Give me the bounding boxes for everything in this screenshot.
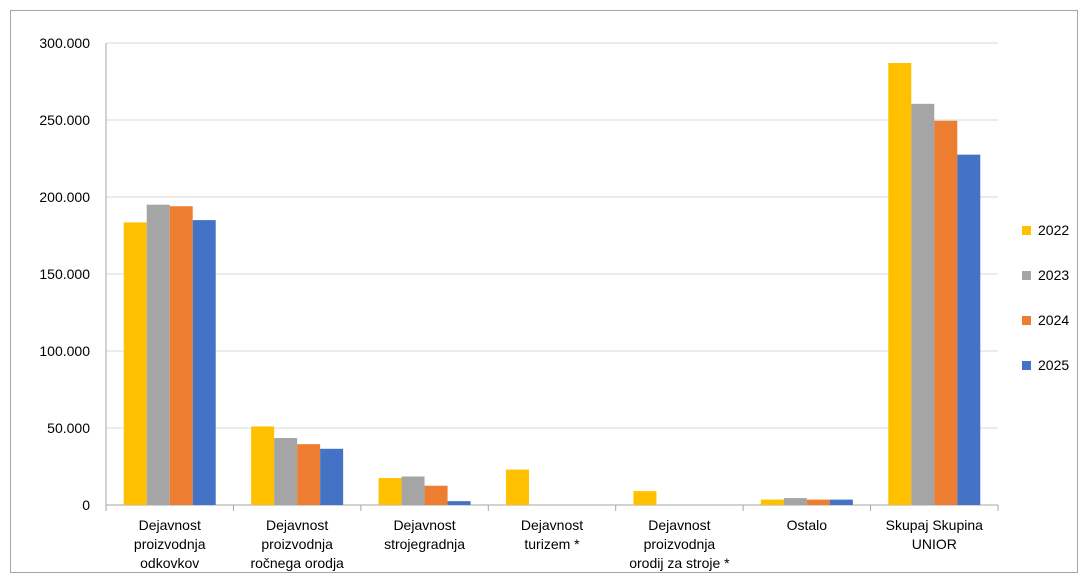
bar-2023	[911, 103, 935, 505]
legend-swatch-2022	[1022, 226, 1031, 235]
x-category-label: turizem *	[524, 536, 580, 552]
bar-2022	[251, 426, 275, 505]
x-category-label: Ostalo	[787, 517, 828, 533]
x-category-label: proizvodnja	[134, 536, 206, 552]
y-tick-label: 100.000	[39, 343, 90, 359]
y-tick-label: 0	[82, 497, 90, 513]
bar-2023	[401, 476, 425, 505]
bar-2023	[274, 438, 298, 505]
bar-2025	[320, 448, 344, 505]
bar-2023	[146, 204, 170, 505]
bar-2022	[888, 63, 912, 506]
bar-2024	[806, 499, 830, 505]
bar-2025	[447, 501, 471, 505]
x-category-label: proizvodnja	[261, 536, 333, 552]
x-category-label: Dejavnost	[266, 517, 328, 533]
bar-2025	[829, 499, 853, 505]
x-category-label: strojegradnja	[384, 536, 465, 552]
x-category-label: Dejavnost	[139, 517, 201, 533]
x-category-label: Dejavnost	[521, 517, 583, 533]
x-category-label: Dejavnost	[648, 517, 710, 533]
bar-2022	[506, 469, 529, 505]
y-tick-label: 250.000	[39, 112, 90, 128]
x-category-label: orodij za stroje *	[629, 555, 730, 571]
legend-label: 2022	[1038, 222, 1069, 238]
bar-2024	[297, 444, 321, 505]
y-tick-label: 300.000	[39, 35, 90, 51]
y-tick-label: 150.000	[39, 266, 90, 282]
x-category-label: ročnega orodja	[250, 555, 344, 571]
legend-label: 2025	[1038, 357, 1069, 373]
bar-2024	[934, 120, 958, 506]
x-category-label: proizvodnja	[644, 536, 716, 552]
bar-2025	[957, 154, 981, 505]
y-tick-label: 200.000	[39, 189, 90, 205]
legend-label: 2024	[1038, 312, 1069, 328]
bar-2022	[633, 491, 657, 505]
x-category-label: Dejavnost	[393, 517, 455, 533]
legend-label: 2023	[1038, 267, 1069, 283]
bar-2025	[192, 220, 216, 505]
bar-2022	[123, 222, 147, 505]
legend-swatch-2023	[1022, 271, 1031, 280]
bar-2024	[424, 485, 448, 505]
x-category-label: UNIOR	[912, 536, 957, 552]
bar-2024	[169, 206, 193, 506]
bar-2023	[783, 498, 807, 505]
x-category-label: Skupaj Skupina	[886, 517, 984, 533]
legend-swatch-2025	[1022, 361, 1031, 370]
x-category-label: odkovkov	[140, 555, 199, 571]
bar-2022	[378, 478, 402, 505]
y-tick-label: 50.000	[47, 420, 90, 436]
legend-swatch-2024	[1022, 316, 1031, 325]
bar-2022	[760, 499, 784, 505]
